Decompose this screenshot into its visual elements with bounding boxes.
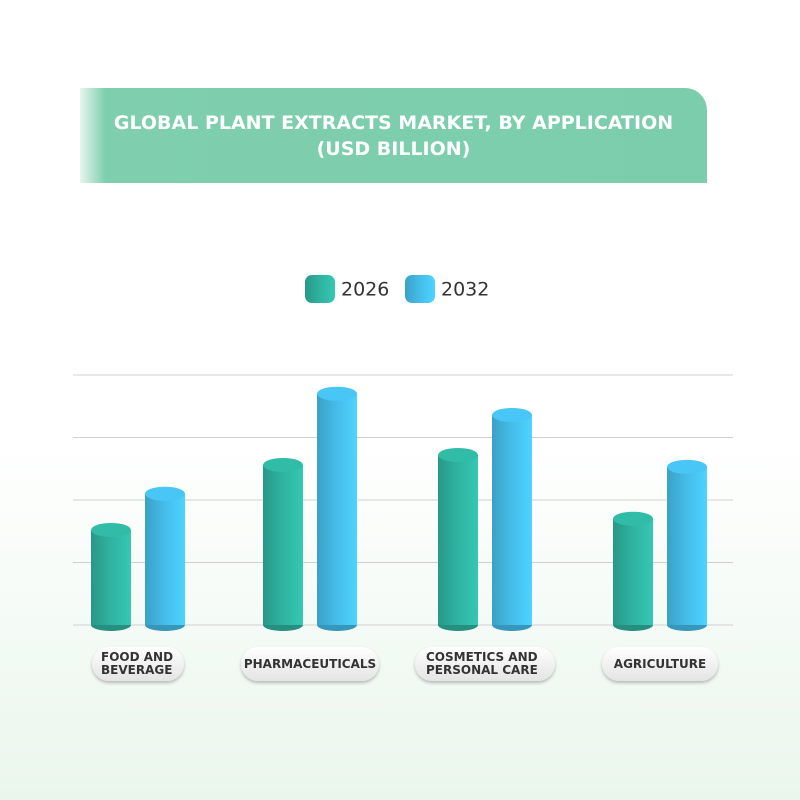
bar-cap [667, 459, 707, 474]
bar [317, 393, 357, 625]
legend-swatch [405, 275, 435, 303]
bar-cap [263, 458, 303, 472]
legend-label: 2026 [341, 279, 389, 301]
bar-cap [438, 448, 478, 462]
chart-title: (USD BILLION) [316, 137, 471, 160]
bar-cap [91, 523, 131, 537]
bar-cap [613, 511, 653, 526]
bar-cap [145, 486, 185, 501]
x-tick-label: COSMETICS AND PERSONAL CARE [415, 647, 555, 681]
legend-swatch [305, 275, 335, 303]
bar [492, 415, 532, 625]
x-tick-label: AGRICULTURE [602, 647, 718, 681]
category-text: FOOD AND BEVERAGE [101, 650, 174, 677]
legend-label: 2032 [441, 279, 489, 301]
bar-cap [317, 386, 357, 401]
x-tick-label: PHARMACEUTICALS [241, 647, 379, 681]
category-text: COSMETICS AND PERSONAL CARE [426, 650, 538, 677]
chart-title: GLOBAL PLANT EXTRACTS MARKET, BY APPLICA… [113, 111, 674, 134]
title-banner: GLOBAL PLANT EXTRACTS MARKET, BY APPLICA… [80, 88, 707, 183]
bar [91, 530, 131, 625]
bar [438, 455, 478, 625]
bar [613, 518, 653, 625]
category-text: PHARMACEUTICALS [243, 656, 377, 671]
category-text: AGRICULTURE [613, 656, 707, 671]
bar-cap [492, 408, 532, 422]
bar [145, 493, 185, 625]
bar [263, 465, 303, 625]
bar [667, 466, 707, 625]
x-tick-label: FOOD AND BEVERAGE [92, 647, 184, 681]
